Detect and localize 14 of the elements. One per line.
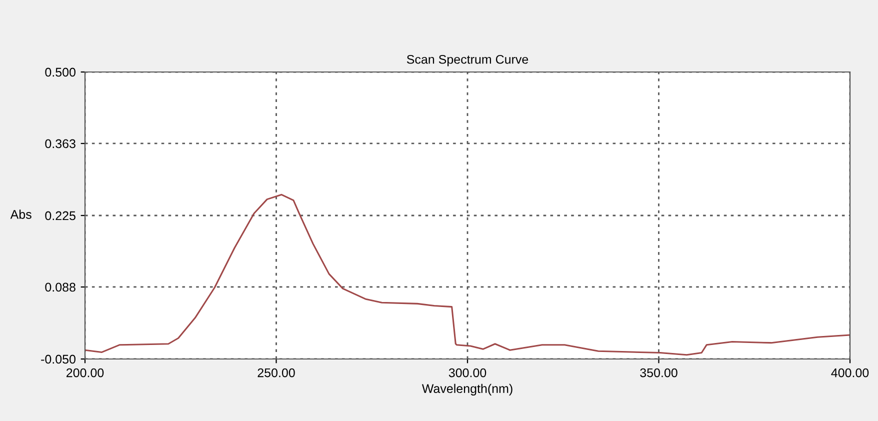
chart-title: Scan Spectrum Curve <box>406 54 528 66</box>
y-tick-label: -0.050 <box>41 354 76 364</box>
x-tick-label: 350.00 <box>640 368 678 378</box>
y-axis-title: Abs <box>10 210 32 219</box>
y-tick-label: 0.500 <box>45 68 76 77</box>
x-axis-title: Wavelength(nm) <box>422 384 512 396</box>
y-tick-label: 0.225 <box>45 211 76 220</box>
line-series <box>85 194 850 356</box>
x-tick-label: 300.00 <box>448 368 486 378</box>
x-tick-label: 200.00 <box>66 368 104 378</box>
x-tick-label: 250.00 <box>258 368 295 378</box>
y-tick-label: 0.363 <box>45 139 76 148</box>
x-tick-label: 400.00 <box>831 368 869 378</box>
y-tick-label: 0.088 <box>45 282 76 292</box>
